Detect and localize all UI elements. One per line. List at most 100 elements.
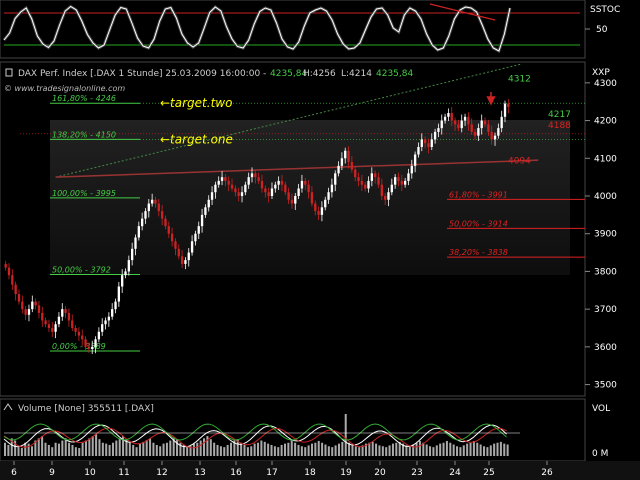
- volume-bar-59: [203, 438, 206, 456]
- volume-bar-89: [304, 447, 307, 456]
- volume-bar-101: [344, 414, 347, 456]
- volume-bar-45: [155, 444, 158, 456]
- candle-body-88: [297, 188, 300, 196]
- candle-body-58: [197, 226, 200, 234]
- candle-body-100: [337, 165, 340, 174]
- volume-bar-100: [341, 441, 344, 456]
- volume-bar-102: [348, 442, 351, 456]
- candle-body-104: [350, 162, 354, 170]
- candle-body-91: [307, 184, 310, 193]
- candle-body-1: [7, 267, 11, 276]
- candle-body-99: [334, 173, 337, 185]
- x-tick-label-9: 19: [340, 468, 352, 478]
- volume-bar-81: [277, 447, 280, 456]
- candle-body-31: [107, 316, 111, 321]
- volume-bar-36: [125, 439, 128, 456]
- volume-bar-76: [260, 440, 263, 456]
- volume-bar-54: [186, 447, 189, 456]
- candle-body-80: [270, 188, 274, 196]
- candle-body-142: [477, 128, 480, 136]
- volume-axis-label: VOL: [592, 404, 610, 414]
- candle-body-52: [177, 248, 180, 257]
- candle-body-151: [507, 103, 510, 107]
- header-high: H:4256: [303, 69, 336, 79]
- header-value-1: 4235,84: [270, 69, 307, 79]
- volume-bar-47: [162, 443, 165, 456]
- volume-bar-127: [432, 447, 435, 456]
- volume-bar-10: [37, 438, 40, 456]
- volume-bar-112: [381, 446, 384, 456]
- volume-bar-69: [236, 439, 239, 456]
- volume-bar-21: [74, 447, 77, 456]
- candle-body-89: [300, 180, 304, 189]
- volume-bar-64: [219, 446, 222, 456]
- candle-body-44: [150, 199, 154, 204]
- volume-bar-4: [17, 447, 20, 456]
- candle-body-125: [420, 139, 423, 147]
- volume-bar-135: [459, 447, 462, 456]
- volume-bar-70: [240, 442, 243, 456]
- candle-body-105: [354, 169, 357, 178]
- x-tick-label-12: 24: [449, 468, 461, 478]
- candle-body-74: [250, 173, 254, 178]
- x-tick-label-3: 11: [118, 468, 129, 478]
- candle-body-73: [247, 177, 250, 185]
- candle-body-70: [237, 192, 240, 196]
- volume-bar-94: [321, 442, 324, 456]
- x-tick-label-4: 12: [156, 468, 167, 478]
- candle-body-65: [220, 177, 224, 181]
- volume-bar-147: [499, 441, 502, 456]
- candle-body-49: [167, 226, 170, 234]
- price-tick-label-1: 3600: [594, 343, 617, 353]
- candle-body-94: [317, 211, 320, 215]
- volume-bar-77: [263, 441, 266, 456]
- candle-body-5: [21, 301, 24, 310]
- oscillator-label: SSTOC: [590, 5, 620, 15]
- volume-bar-136: [462, 445, 465, 456]
- volume-bar-139: [472, 440, 475, 456]
- candle-body-4: [17, 294, 21, 302]
- volume-bar-0: [4, 442, 7, 456]
- volume-bar-42: [145, 440, 148, 456]
- volume-bar-113: [385, 447, 388, 456]
- candle-body-83: [280, 180, 284, 185]
- fib-label-5: 61,80% - 3991: [449, 190, 508, 199]
- trendline-1: [55, 159, 539, 178]
- candle-body-78: [264, 188, 267, 193]
- volume-bar-68: [233, 440, 236, 456]
- price-tick-label-4: 3900: [594, 230, 617, 240]
- volume-bar-60: [206, 436, 209, 456]
- candle-body-25: [87, 346, 91, 349]
- volume-bar-79: [270, 444, 273, 456]
- candle-body-23: [81, 335, 84, 340]
- candle-body-144: [483, 120, 487, 125]
- volume-bar-12: [44, 442, 47, 456]
- candle-body-56: [190, 241, 194, 253]
- volume-bar-33: [115, 440, 118, 456]
- volume-bar-90: [307, 445, 310, 456]
- candle-body-119: [400, 180, 403, 185]
- volume-bar-52: [179, 442, 182, 456]
- volume-bar-3: [14, 440, 17, 456]
- candle-body-141: [473, 131, 477, 136]
- annotation-1: ←target.one: [160, 132, 233, 146]
- candle-body-134: [450, 113, 453, 121]
- candle-body-76: [257, 177, 260, 181]
- x-tick-label-11: 23: [411, 468, 422, 478]
- x-tick-label-14: 26: [541, 468, 553, 478]
- volume-bar-32: [111, 442, 114, 456]
- volume-bar-51: [176, 439, 179, 456]
- header-low: L:4214: [341, 69, 372, 79]
- header-value-2: 4235,84: [376, 69, 413, 79]
- watermark: © www.tradesignalonline.com: [4, 84, 125, 93]
- candle-body-39: [134, 237, 137, 249]
- candle-body-10: [37, 305, 41, 313]
- volume-bar-121: [412, 444, 415, 456]
- candle-body-82: [277, 180, 280, 185]
- candle-body-116: [390, 184, 393, 193]
- volume-bar-91: [310, 443, 313, 456]
- candle-body-97: [327, 192, 330, 200]
- level-label-0: 4312: [508, 74, 531, 84]
- volume-bar-56: [192, 443, 195, 456]
- volume-bar-149: [506, 444, 509, 456]
